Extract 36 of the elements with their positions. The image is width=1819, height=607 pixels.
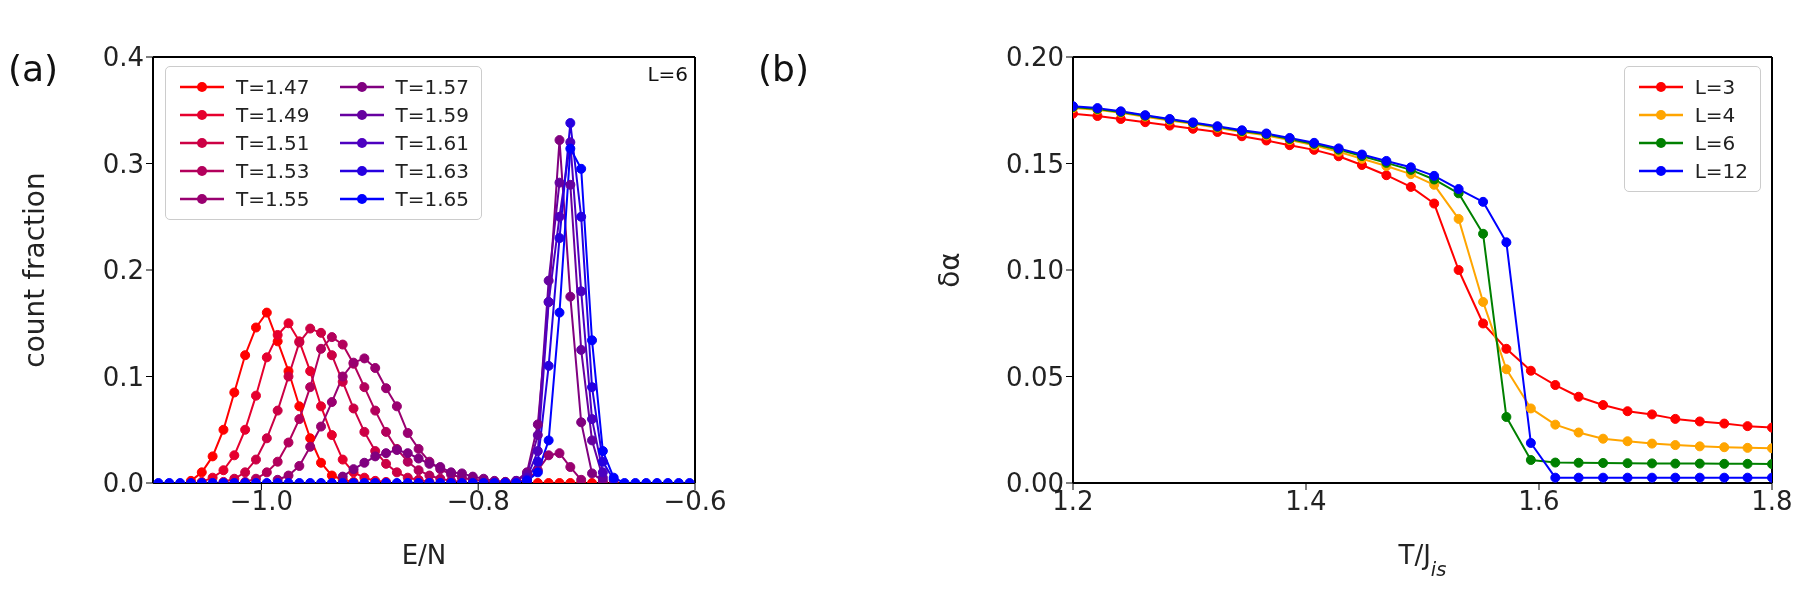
legend-label: T=1.47: [236, 75, 310, 99]
legend-label: T=1.61: [395, 131, 470, 155]
legend-label: T=1.65: [395, 187, 470, 211]
y-axis-title: δα: [933, 252, 966, 288]
y-tick-label: 0.1: [102, 361, 144, 392]
y-tick-label: 0.3: [102, 148, 144, 179]
x-tick-label: 1.4: [1285, 486, 1327, 517]
legend-label: T=1.57: [395, 75, 470, 99]
legend-label: T=1.63: [395, 159, 470, 183]
y-tick-label: 0.20: [1006, 42, 1064, 73]
legend-label: T=1.55: [236, 187, 310, 211]
x-axis-title: E/N: [401, 540, 447, 570]
text: (a): [8, 48, 59, 89]
x-tick-label: −0.8: [446, 486, 510, 517]
y-axis-title: count fraction: [18, 172, 51, 368]
x-axis-title: T/J$_{is}$: [1397, 540, 1447, 581]
x-tick-label: −0.6: [663, 486, 727, 517]
y-tick-label: 0.15: [1006, 148, 1064, 179]
legend-label: L=6: [1694, 131, 1736, 155]
y-tick-label: 0.0: [102, 468, 144, 499]
x-tick-label: −1.0: [229, 486, 293, 517]
x-tick-label: 1.8: [1751, 486, 1793, 517]
legend-label: L=3: [1694, 75, 1736, 99]
y-tick-label: 0.4: [102, 42, 144, 73]
legend-label: L=12: [1694, 159, 1748, 183]
legend-label: T=1.53: [236, 159, 310, 183]
y-tick-label: 0.2: [102, 255, 144, 286]
y-tick-label: 0.10: [1006, 255, 1064, 286]
legend-label: T=1.49: [236, 103, 310, 127]
legend-label: T=1.59: [395, 103, 470, 127]
legend-label: L=4: [1694, 103, 1736, 127]
annotation: L=6: [647, 62, 688, 86]
y-tick-label: 0.05: [1006, 361, 1064, 392]
text: (b): [758, 48, 809, 89]
x-tick-label: 1.6: [1518, 486, 1560, 517]
legend-label: T=1.51: [236, 131, 310, 155]
